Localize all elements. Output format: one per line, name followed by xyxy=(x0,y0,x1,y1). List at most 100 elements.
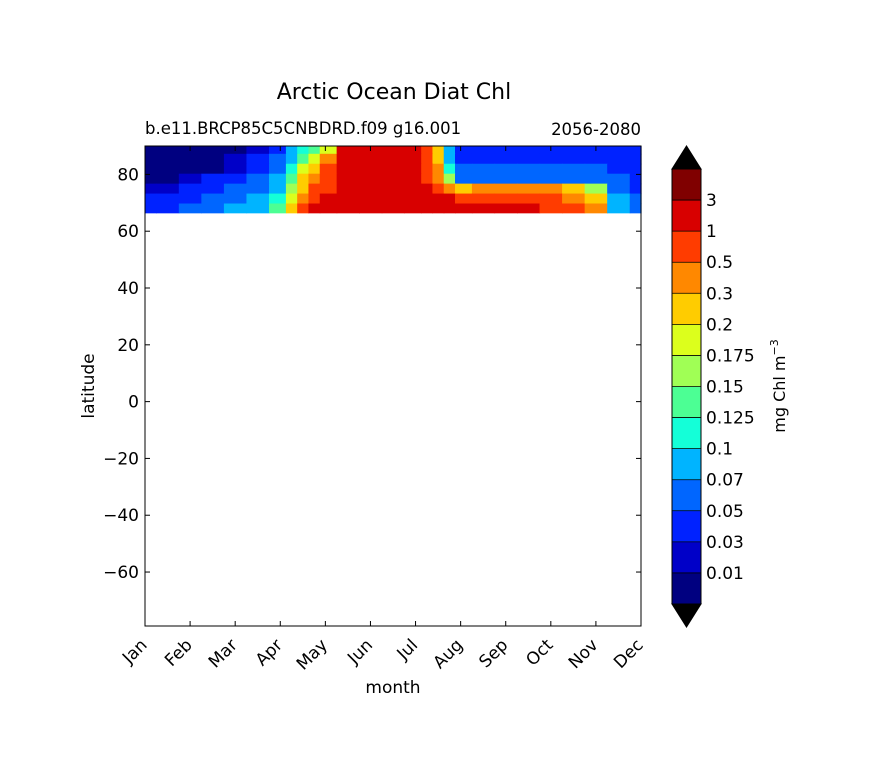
heatmap-cell xyxy=(443,153,456,165)
heatmap-cell xyxy=(308,193,321,205)
heatmap-cell xyxy=(629,153,642,165)
heatmap-cell xyxy=(156,173,180,185)
heatmap-cell xyxy=(607,193,631,205)
heatmap-cell xyxy=(539,163,563,175)
heatmap-cell xyxy=(336,163,360,175)
heatmap-cell xyxy=(562,203,586,214)
heatmap-cell xyxy=(285,153,298,165)
colorbar-segment xyxy=(672,572,701,605)
heatmap-cell xyxy=(145,163,157,175)
colorbar-tick-label: 0.03 xyxy=(706,533,744,553)
y-tick-label: −20 xyxy=(103,449,139,469)
heatmap-cell xyxy=(494,203,518,214)
x-tick-label: Sep xyxy=(475,635,512,672)
y-tick-label: 80 xyxy=(117,165,139,185)
heatmap-cell xyxy=(455,153,473,165)
x-tick-label: Dec xyxy=(610,635,647,672)
heatmap-cell xyxy=(297,153,310,165)
heatmap-cell xyxy=(629,163,642,175)
heatmap-cell xyxy=(223,163,248,175)
heatmap-cell xyxy=(246,173,270,185)
heatmap-cell xyxy=(539,193,563,205)
heatmap-cell xyxy=(432,163,445,175)
heatmap-cell xyxy=(223,153,248,165)
heatmap-cell xyxy=(584,193,608,205)
y-axis-label: latitude xyxy=(79,353,99,418)
heatmap-cell xyxy=(201,183,225,195)
heatmap-cell xyxy=(455,146,473,155)
y-tick-label: 20 xyxy=(117,336,139,356)
heatmap-cell xyxy=(471,163,496,175)
heatmap-cell xyxy=(156,193,180,205)
heatmap-cell xyxy=(336,146,360,155)
heatmap-cell xyxy=(319,173,338,185)
colorbar-segment xyxy=(672,479,701,512)
colorbar-tick-label: 0.3 xyxy=(706,284,733,304)
heatmap-cell xyxy=(297,193,310,205)
x-axis-label: month xyxy=(365,678,420,698)
heatmap-cell xyxy=(381,183,405,195)
colorbar-tick-label: 0.175 xyxy=(706,346,755,366)
heatmap-cell xyxy=(297,183,310,195)
colorbar-tick-label: 0.125 xyxy=(706,409,755,429)
heatmap-cell xyxy=(432,183,445,195)
heatmap-cell xyxy=(178,173,202,185)
colorbar-segment xyxy=(672,510,701,543)
heatmap-cell xyxy=(629,173,642,185)
heatmap-cell xyxy=(269,193,287,205)
heatmap-cell xyxy=(156,163,180,175)
heatmap-cell xyxy=(285,163,298,175)
heatmap-cell xyxy=(471,146,496,155)
heatmap-cell xyxy=(607,183,631,195)
heatmap-cell xyxy=(381,173,405,185)
heatmap-cell xyxy=(359,153,383,165)
colorbar: 0.01 0.03 0.05 0.07 0.1 0.125 0.15 0.175 0.2 0.3 0… xyxy=(671,145,755,628)
heatmap-cell xyxy=(319,163,338,175)
colorbar-tick-label: 0.05 xyxy=(706,502,744,522)
heatmap-cell xyxy=(494,183,518,195)
x-tick-label: Feb xyxy=(161,635,196,670)
heatmap-cell xyxy=(517,183,541,195)
heatmap-cell xyxy=(494,163,518,175)
heatmap-cell xyxy=(404,183,422,195)
colorbar-tick-label: 0.01 xyxy=(706,564,744,584)
x-tick-label: Apr xyxy=(252,635,287,670)
heatmap-cell xyxy=(471,203,496,214)
heatmap-cell xyxy=(455,173,473,185)
heatmap-cell xyxy=(607,146,631,155)
heatmap-cell xyxy=(156,146,180,155)
heatmap-cell xyxy=(404,163,422,175)
heatmap-cell xyxy=(584,203,608,214)
heatmap-cell xyxy=(421,183,434,195)
heatmap-cell xyxy=(297,163,310,175)
heatmap-cell xyxy=(584,153,608,165)
heatmap-cell xyxy=(223,193,248,205)
axes-frame xyxy=(144,145,642,627)
heatmap-cell xyxy=(336,183,360,195)
heatmap-cell xyxy=(607,173,631,185)
heatmap-cell xyxy=(471,183,496,195)
heatmap-cell xyxy=(607,203,631,214)
y-tick-label: 0 xyxy=(128,393,139,413)
heatmap-cell xyxy=(297,203,310,214)
heatmap-cell xyxy=(156,203,180,214)
heatmap-cell xyxy=(336,193,360,205)
heatmap-cell xyxy=(246,193,270,205)
heatmap-cell xyxy=(455,163,473,175)
colorbar-segment xyxy=(672,541,701,574)
heatmap-cell xyxy=(539,203,563,214)
heatmap-cell xyxy=(443,183,456,195)
heatmap-cell xyxy=(201,146,225,155)
heatmap-cell xyxy=(319,193,338,205)
colorbar-segment xyxy=(672,324,701,356)
heatmap-cell xyxy=(359,173,383,185)
heatmap-cell xyxy=(432,193,445,205)
heatmap-cell xyxy=(629,183,642,195)
heatmap-cell xyxy=(201,193,225,205)
heatmap-cell xyxy=(381,146,405,155)
heatmap-cell xyxy=(201,173,225,185)
heatmap-cell xyxy=(517,153,541,165)
heatmap-cell xyxy=(145,203,157,214)
x-tick-label: Oct xyxy=(522,635,557,670)
